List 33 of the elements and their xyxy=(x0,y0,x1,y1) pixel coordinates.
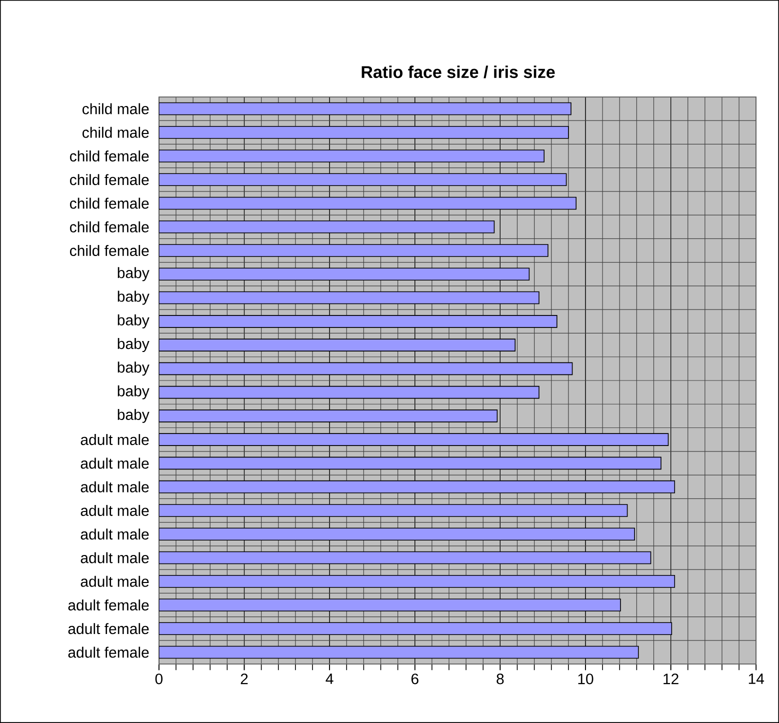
y-tick-label: adult male xyxy=(80,552,149,564)
x-tick-label: 2 xyxy=(240,674,248,684)
y-tick-label: child female xyxy=(70,221,149,232)
y-tick-label: baby xyxy=(118,408,150,423)
y-tick-label: child male xyxy=(82,126,149,138)
chart-title: Ratio face size / iris size xyxy=(362,66,555,78)
x-tick-label: 4 xyxy=(326,674,334,684)
y-tick-label: baby xyxy=(118,267,150,282)
y-tick-label: child male xyxy=(82,103,149,114)
x-tick-label: 12 xyxy=(664,674,678,684)
x-tick-label: 0 xyxy=(155,674,163,684)
y-tick-label: baby xyxy=(118,385,150,400)
y-tick-label: adult female xyxy=(68,623,149,634)
x-tick-label: 14 xyxy=(748,674,764,684)
y-tick-label: baby xyxy=(118,290,150,305)
y-tick-label: child female xyxy=(70,174,149,186)
y-tick-label: adult male xyxy=(80,481,149,492)
y-tick-label: child female xyxy=(70,245,149,256)
y-tick-label: adult male xyxy=(80,576,149,587)
y-tick-label: child female xyxy=(70,198,149,209)
x-tick-label: 10 xyxy=(578,674,594,684)
x-tick-label: 6 xyxy=(411,674,418,684)
y-tick-label: adult male xyxy=(80,528,149,540)
y-tick-label: baby xyxy=(118,362,150,376)
y-tick-label: adult female xyxy=(68,646,149,658)
y-tick-label: adult male xyxy=(80,504,149,516)
y-tick-label: adult male xyxy=(80,458,149,469)
x-tick-label: 8 xyxy=(496,674,504,684)
y-tick-label: child female xyxy=(70,150,149,162)
y-tick-label: adult female xyxy=(68,599,149,610)
y-tick-label: baby xyxy=(118,338,150,352)
y-tick-label: baby xyxy=(118,314,150,328)
y-tick-label: adult male xyxy=(80,434,149,446)
